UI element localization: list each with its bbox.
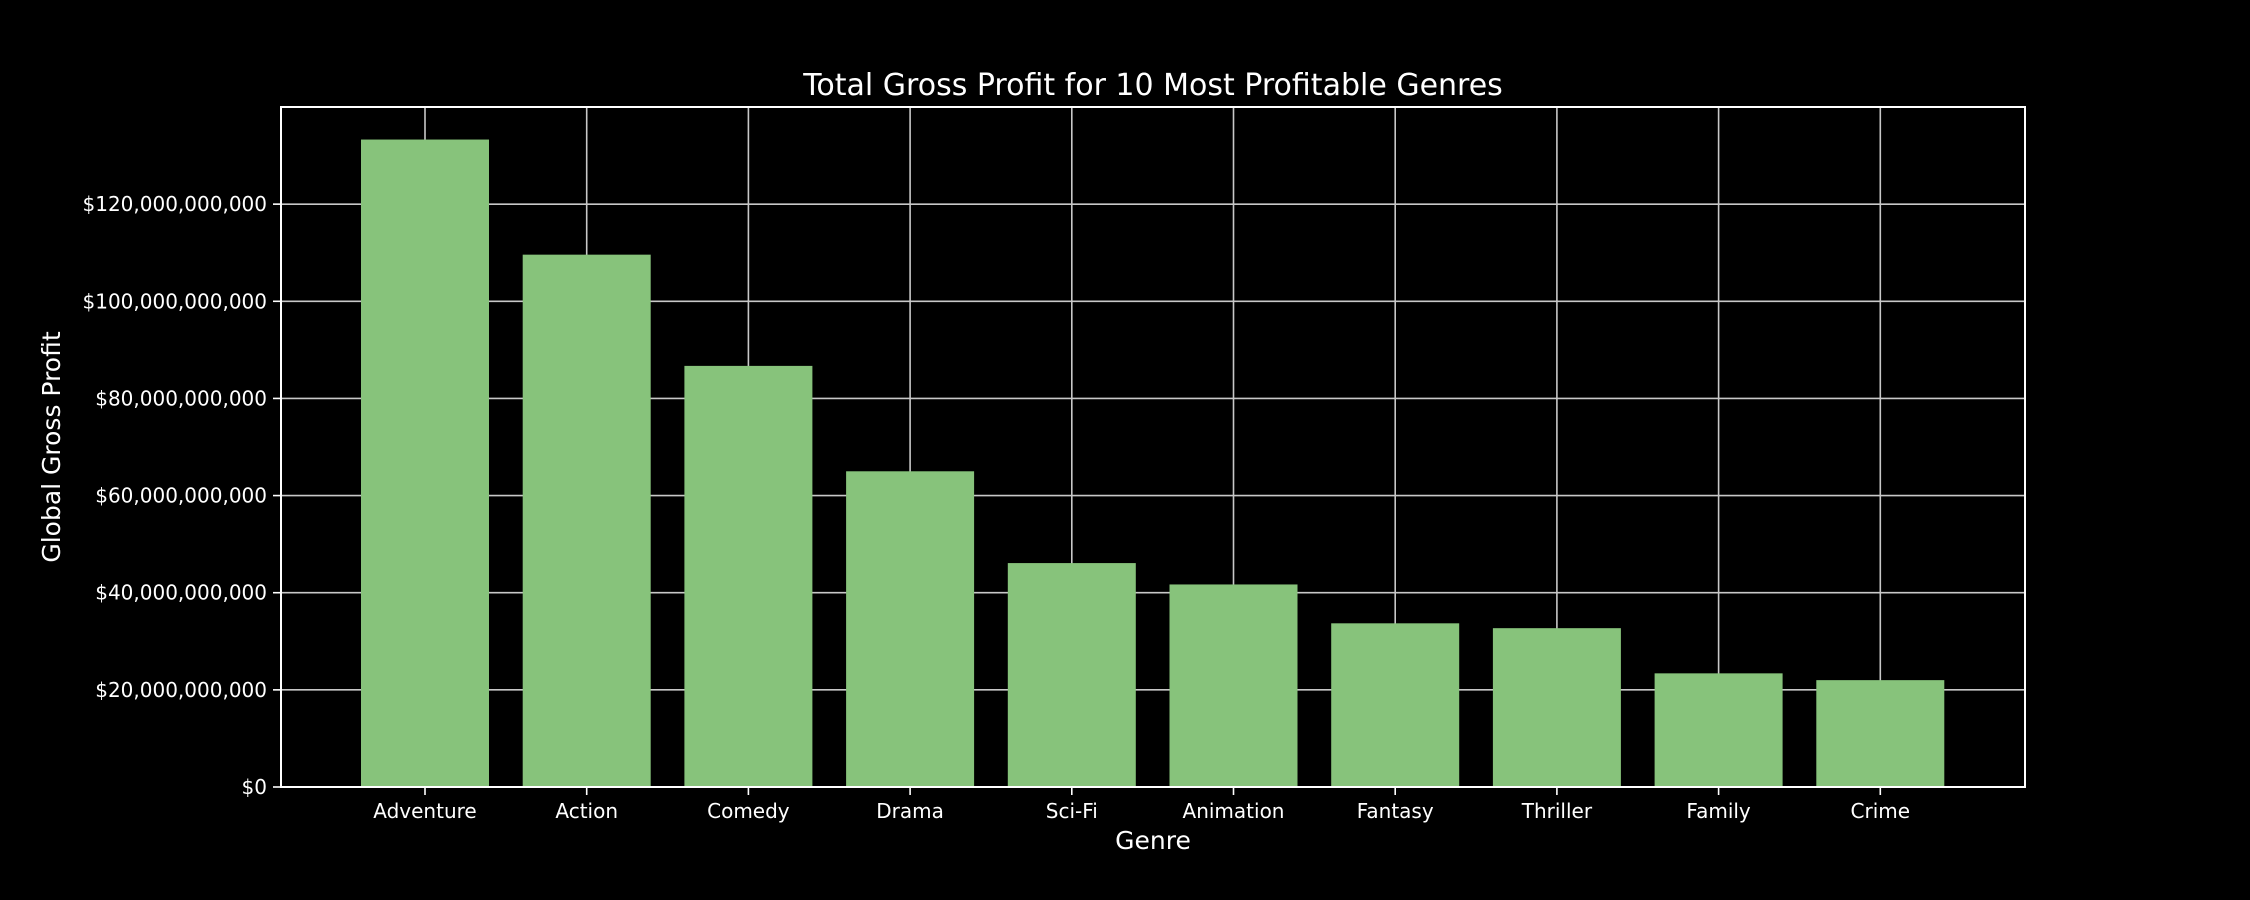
y-axis-title: Global Gross Profit: [37, 331, 66, 562]
bar-adventure: [361, 139, 489, 788]
bar-sci-fi: [1007, 563, 1136, 787]
y-tick-label: $100,000,000,000: [83, 289, 268, 313]
x-tick-label: Animation: [1183, 799, 1285, 823]
ticks-layer: [273, 203, 1882, 795]
bar-thriller: [1492, 628, 1621, 787]
bar-family: [1654, 673, 1783, 787]
x-tick-label: Adventure: [373, 799, 476, 823]
x-tick-label: Family: [1686, 799, 1751, 823]
bar-drama: [846, 471, 975, 787]
labels-layer: $0 $20,000,000,000 $40,000,000,000 $60,000,…: [83, 192, 1911, 823]
y-tick-label: $80,000,000,000: [95, 386, 267, 410]
x-tick-label: Action: [555, 799, 618, 823]
y-tick-label: $120,000,000,000: [83, 192, 268, 216]
bar-crime: [1816, 680, 1945, 787]
x-tick-label: Sci-Fi: [1046, 799, 1098, 823]
bars-layer: [361, 139, 1945, 788]
x-axis-title: Genre: [1115, 826, 1191, 855]
bar-action: [522, 254, 651, 787]
x-tick-label: Thriller: [1521, 799, 1593, 823]
y-tick-label: $60,000,000,000: [95, 484, 267, 508]
bar-fantasy: [1331, 623, 1460, 787]
y-tick-label: $0: [242, 775, 267, 799]
x-tick-label: Drama: [876, 799, 944, 823]
bar-comedy: [684, 365, 813, 787]
y-tick-label: $20,000,000,000: [95, 678, 267, 702]
x-tick-label: Comedy: [707, 799, 790, 823]
x-tick-label: Crime: [1851, 799, 1911, 823]
y-tick-label: $40,000,000,000: [95, 581, 267, 605]
x-tick-label: Fantasy: [1357, 799, 1434, 823]
plot-frame: [280, 106, 2026, 788]
bar-animation: [1169, 584, 1298, 787]
chart-title: Total Gross Profit for 10 Most Profitabl…: [802, 68, 1503, 103]
